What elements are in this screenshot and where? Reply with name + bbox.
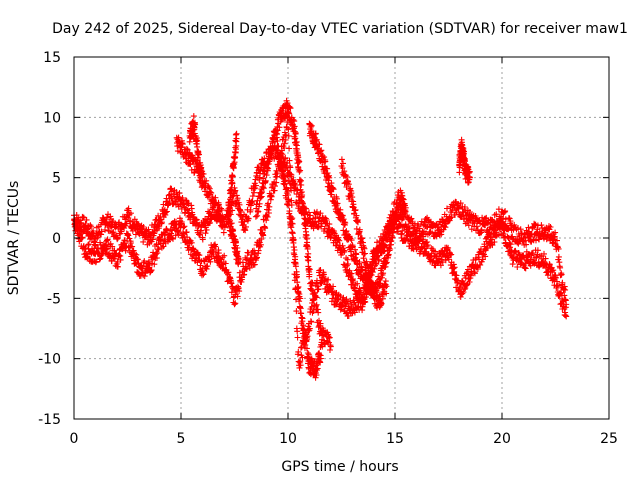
y-tick-label: 5 (52, 171, 61, 187)
plus-marks (252, 97, 334, 353)
y-tick-label: 10 (43, 110, 61, 126)
series-band-upper (71, 138, 570, 314)
series-arc-a (173, 134, 227, 230)
series-arc-c (225, 130, 242, 268)
series-arc-g (338, 156, 390, 311)
data-marks (71, 97, 570, 381)
series-burst (456, 136, 473, 186)
y-tick-label: 0 (52, 231, 61, 247)
y-axis-label: SDTVAR / TECUs (6, 181, 22, 296)
plus-marks (338, 156, 390, 311)
series-arc-e (274, 138, 326, 381)
plus-marks (186, 113, 206, 191)
x-tick-label: 10 (279, 431, 297, 447)
y-tick-label: -10 (38, 352, 61, 368)
x-axis-label: GPS time / hours (281, 459, 398, 475)
plus-marks (173, 134, 227, 230)
y-tick-labels: -15 -10 -5 0 5 10 15 (38, 50, 61, 428)
x-tick-label: 5 (177, 431, 186, 447)
chart-title: Day 242 of 2025, Sidereal Day-to-day VTE… (52, 21, 628, 37)
y-tick-label: 15 (43, 50, 61, 66)
plus-marks (71, 138, 570, 314)
plus-marks (274, 138, 326, 381)
x-tick-labels: 0 5 10 15 20 25 (70, 431, 618, 447)
series-arc-b (186, 113, 206, 191)
x-tick-label: 25 (600, 431, 618, 447)
series-arc-d (252, 97, 334, 353)
y-tick-label: -15 (38, 412, 61, 428)
plus-marks (225, 130, 242, 268)
x-tick-label: 0 (70, 431, 79, 447)
axis-ticks (73, 56, 610, 420)
plus-marks (456, 136, 473, 186)
x-tick-label: 15 (386, 431, 404, 447)
x-tick-label: 20 (493, 431, 511, 447)
y-tick-label: -5 (47, 291, 61, 307)
